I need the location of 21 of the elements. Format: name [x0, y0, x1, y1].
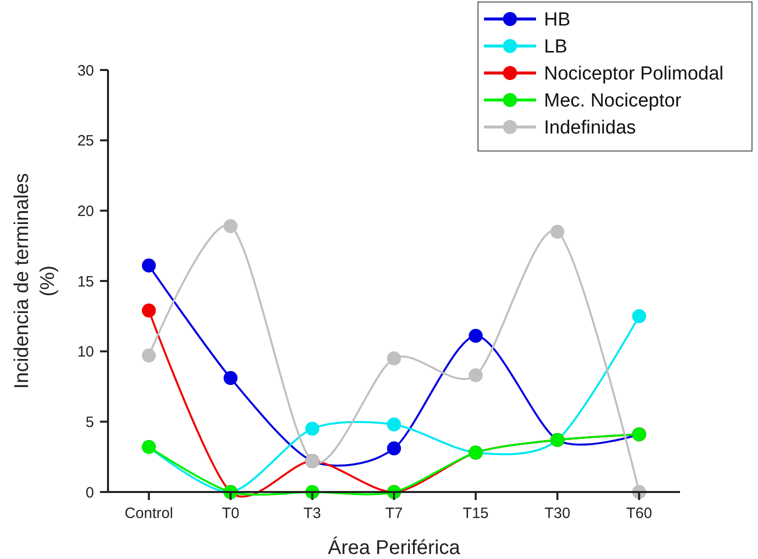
x-tick-label: T3 — [304, 505, 322, 522]
y-tick-label: 0 — [86, 484, 94, 502]
legend-label: LB — [544, 36, 568, 58]
legend-label: Nociceptor Polimodal — [544, 64, 724, 85]
x-tick-label: Control — [124, 505, 174, 522]
y-tick-label: 30 — [77, 62, 94, 80]
y-axis-title: Incidencia de terminales (%) — [11, 173, 59, 389]
y-tick-label: 25 — [77, 132, 94, 150]
x-tick-label: T0 — [222, 505, 240, 522]
x-tick-label: T30 — [544, 505, 570, 522]
x-axis-title: Área Periférica — [328, 536, 462, 559]
y-tick-label: 5 — [86, 414, 94, 431]
y-tick-label: 15 — [77, 273, 94, 290]
x-tick-label: T60 — [626, 505, 652, 522]
legend-label: Mec. Nociceptor — [544, 90, 682, 112]
legend-label: HB — [544, 10, 570, 31]
x-tick-label: T7 — [385, 505, 403, 522]
y-tick-label: 10 — [77, 344, 94, 361]
y-tick-label: 20 — [77, 202, 94, 220]
legend-label: Indefinidas — [544, 118, 636, 139]
x-tick-label: T15 — [462, 505, 489, 522]
